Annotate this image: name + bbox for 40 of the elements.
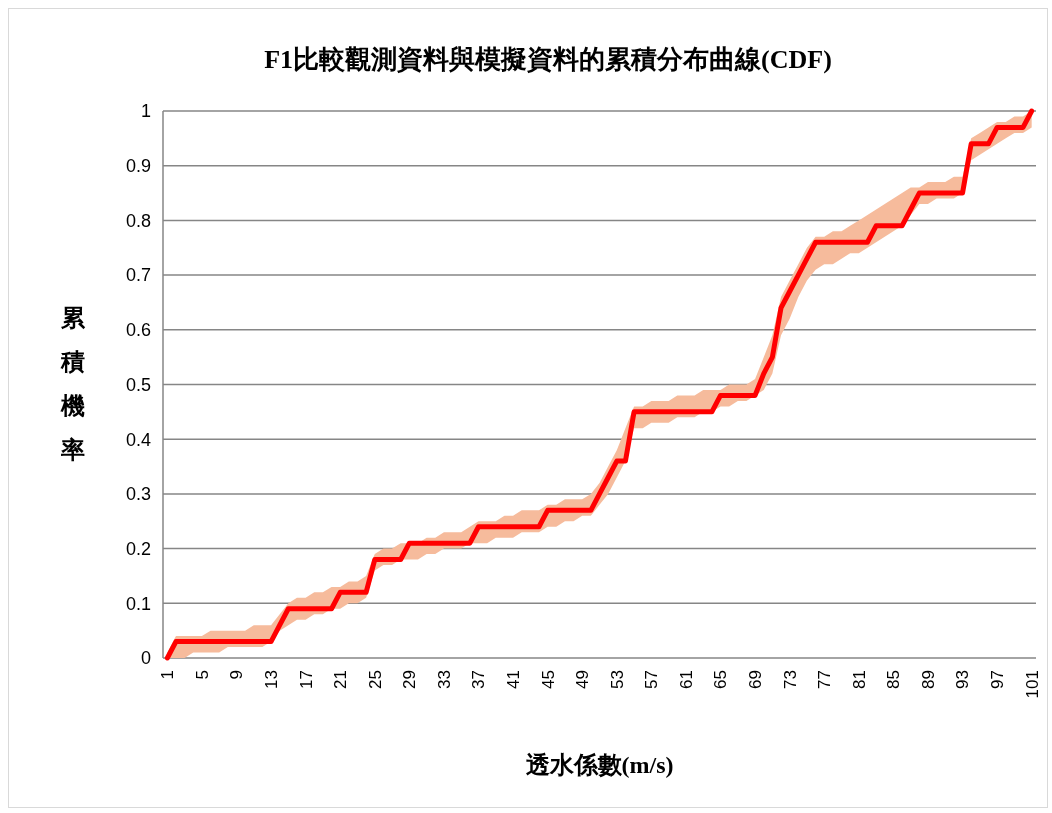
x-tick-label: 5 xyxy=(192,670,212,680)
x-tick-label: 73 xyxy=(780,670,800,689)
x-tick-label: 17 xyxy=(296,670,316,689)
x-tick-label: 61 xyxy=(676,670,696,689)
x-tick-label: 77 xyxy=(815,670,835,689)
y-tick-label: 0.8 xyxy=(125,210,151,231)
x-tick-label: 45 xyxy=(538,670,558,689)
x-tick-label: 29 xyxy=(400,670,420,689)
x-tick-label: 101 xyxy=(1022,670,1042,699)
y-tick-label: 0 xyxy=(140,648,151,669)
x-tick-label: 69 xyxy=(746,670,766,689)
x-tick-label: 41 xyxy=(504,670,524,689)
y-tick-label: 0.3 xyxy=(125,484,151,505)
y-tick-label: 0.1 xyxy=(125,593,151,614)
x-tick-label: 81 xyxy=(849,670,869,689)
x-tick-label: 85 xyxy=(884,670,904,689)
x-tick-label: 33 xyxy=(434,670,454,689)
y-tick-label: 0.7 xyxy=(125,265,151,286)
y-tick-label: 0.4 xyxy=(125,429,151,450)
x-tick-label: 97 xyxy=(988,670,1008,689)
x-tick-label: 37 xyxy=(469,670,489,689)
x-tick-label: 25 xyxy=(365,670,385,689)
x-tick-label: 57 xyxy=(642,670,662,689)
y-tick-label: 1 xyxy=(140,101,151,122)
x-tick-label: 53 xyxy=(607,670,627,689)
x-tick-label: 49 xyxy=(573,670,593,689)
y-tick-label: 0.5 xyxy=(125,374,151,395)
x-tick-label: 89 xyxy=(918,670,938,689)
x-tick-label: 9 xyxy=(227,670,247,680)
x-tick-label: 1 xyxy=(158,670,178,680)
x-tick-label: 13 xyxy=(261,670,281,689)
x-tick-label: 65 xyxy=(711,670,731,689)
chart-title: F1比較觀測資料與模擬資料的累積分布曲線(CDF) xyxy=(264,45,832,74)
x-tick-label: 93 xyxy=(953,670,973,689)
y-tick-label: 0.2 xyxy=(125,538,151,559)
y-axis-title: 累積機率 xyxy=(60,305,86,463)
y-tick-label: 0.6 xyxy=(125,320,151,341)
y-tick-label: 0.9 xyxy=(125,156,151,176)
x-tick-label: 21 xyxy=(331,670,351,689)
x-axis-title: 透水係數(m/s) xyxy=(525,752,674,778)
